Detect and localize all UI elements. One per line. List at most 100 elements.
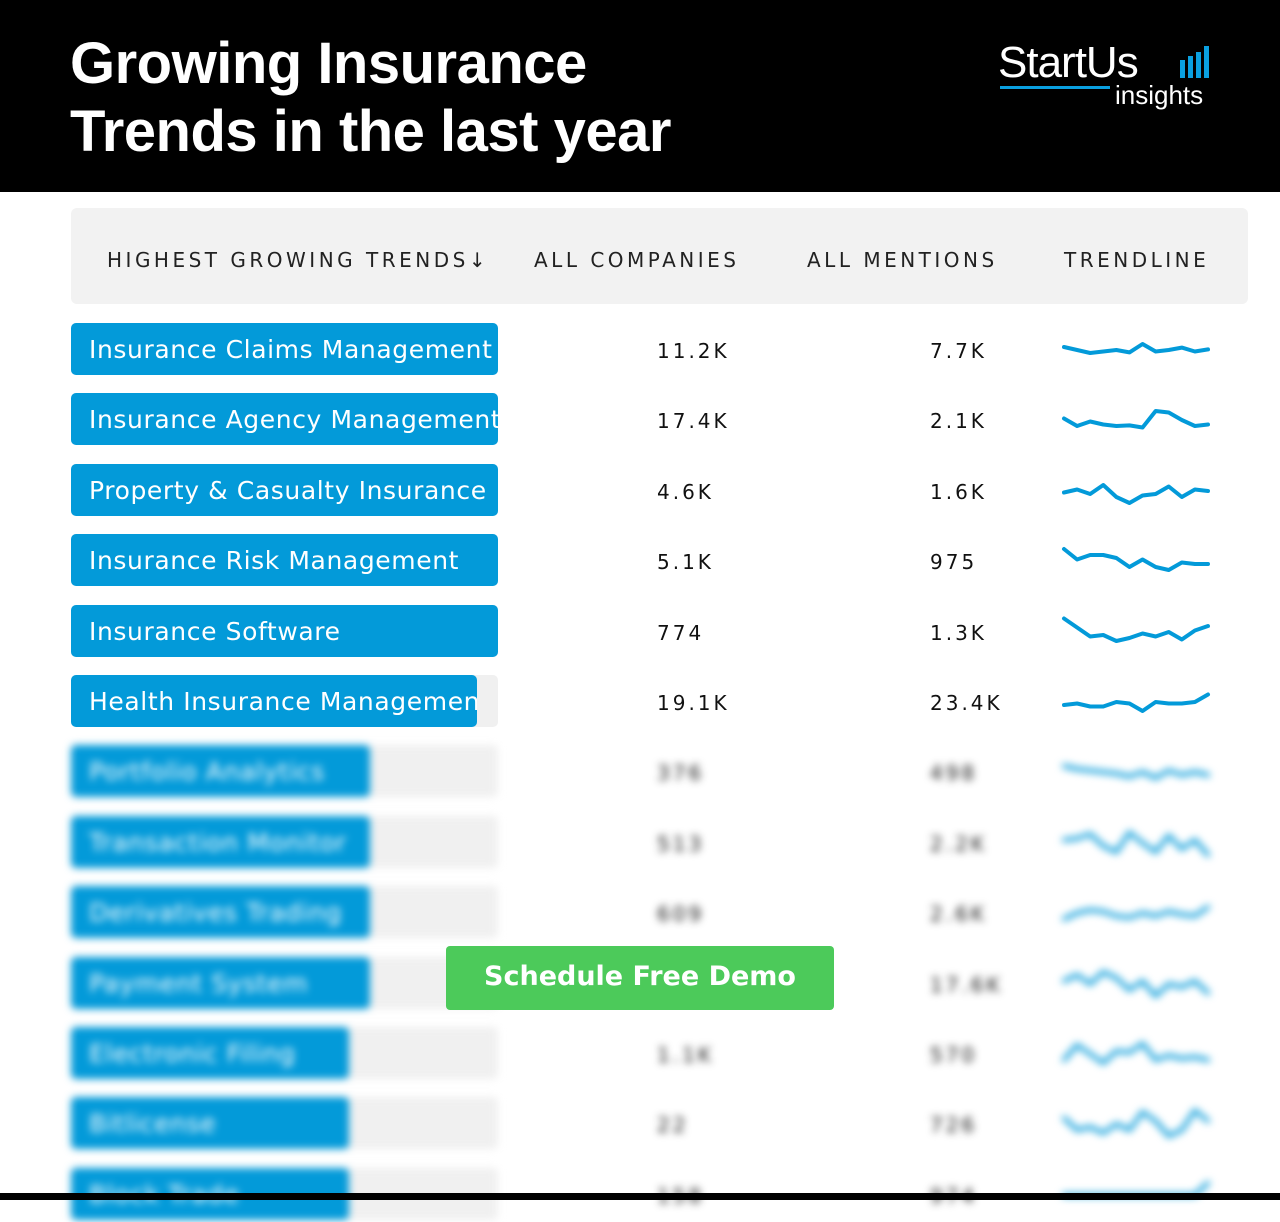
trendline-sparkline xyxy=(1062,830,1210,857)
trend-name-bar[interactable]: Portfolio Analytics xyxy=(71,745,370,798)
table-row[interactable]: Payment System 17.6K xyxy=(0,956,1280,1011)
table-row[interactable]: Electronic Filing 1.1K 570 xyxy=(0,1027,1280,1081)
trend-name-bar[interactable]: Payment System xyxy=(71,956,370,1009)
trendline-path xyxy=(1062,969,1210,998)
trendline-path xyxy=(1062,1041,1210,1065)
mentions-count: 2.2K xyxy=(930,831,987,856)
trend-name: Insurance Software xyxy=(89,616,341,646)
trend-name: Portfolio Analytics xyxy=(89,757,325,787)
logo-brand: StartUs xyxy=(998,38,1139,87)
table-row[interactable]: Transaction Monitor 513 2.2K xyxy=(0,815,1280,870)
trendline-sparkline xyxy=(1062,1041,1210,1065)
title-line-2: Trends in the last year xyxy=(70,99,671,164)
mentions-count: 570 xyxy=(930,1043,978,1067)
mentions-count: 1.3K xyxy=(930,620,987,645)
bar-chart-icon xyxy=(1180,46,1209,78)
trend-name-bar[interactable]: Derivatives Trading xyxy=(71,886,370,939)
companies-count: 4.6K xyxy=(657,479,714,504)
trendline-path xyxy=(1062,905,1210,922)
trend-name-bar[interactable]: Health Insurance Management xyxy=(71,675,477,727)
table-row[interactable]: Property & Casualty Insurance 4.6K 1.6K xyxy=(0,463,1280,518)
logo-underline xyxy=(1000,86,1110,89)
companies-count: 609 xyxy=(657,902,705,927)
column-header-trendline: TRENDLINE xyxy=(1064,248,1210,272)
trend-name-bar[interactable]: Bitlicense xyxy=(71,1097,349,1150)
trend-name: Payment System xyxy=(89,968,309,998)
trendline-sparkline xyxy=(1062,969,1210,998)
logo-sub: insights xyxy=(1115,80,1204,110)
table-row[interactable]: Bitlicense 22 726 xyxy=(0,1097,1280,1151)
trend-name: Insurance Claims Management xyxy=(89,335,493,364)
trendline-sparkline xyxy=(1062,409,1210,430)
trend-name-bar[interactable]: Electronic Filing xyxy=(71,1027,349,1079)
trendline-sparkline xyxy=(1062,482,1210,505)
table-row[interactable]: Insurance Software 774 1.3K xyxy=(0,604,1280,659)
companies-count: 376 xyxy=(657,761,705,786)
arrow-down-icon: ↓ xyxy=(468,248,486,272)
mentions-count: 1.6K xyxy=(930,479,987,504)
trend-name-bar[interactable]: Insurance Agency Management xyxy=(71,393,498,446)
companies-count: 513 xyxy=(657,831,705,856)
companies-count: 17.4K xyxy=(657,409,730,434)
trendline-path xyxy=(1062,547,1210,573)
startus-insights-logo: StartUs insights xyxy=(998,38,1213,115)
trendline-sparkline xyxy=(1062,692,1210,713)
title-line-1: Growing Insurance xyxy=(70,31,587,96)
trend-name-bar[interactable]: Insurance Risk Management xyxy=(71,534,498,587)
companies-count: 774 xyxy=(657,620,705,645)
table-row[interactable]: Derivatives Trading 609 2.6K xyxy=(0,886,1280,940)
trend-name-bar[interactable]: Insurance Claims Management xyxy=(71,323,498,375)
table-row[interactable]: Insurance Claims Management 11.2K 7.7K xyxy=(0,323,1280,377)
table-row[interactable]: Health Insurance Management 19.1K 23.4K xyxy=(0,675,1280,729)
trend-name: Derivatives Trading xyxy=(89,898,342,928)
trendline-sparkline xyxy=(1062,1108,1210,1139)
trendline-path xyxy=(1062,692,1210,713)
trendline-sparkline xyxy=(1062,547,1210,573)
column-header-mentions[interactable]: ALL MENTIONS xyxy=(807,248,998,272)
trendline-sparkline xyxy=(1062,764,1210,781)
mentions-count: 17.6K xyxy=(930,972,1003,997)
trendline-path xyxy=(1062,1108,1210,1139)
companies-count: 1.1K xyxy=(657,1043,714,1067)
companies-count: 5.1K xyxy=(657,550,714,575)
table-header: HIGHEST GROWING TRENDS↓ ALL COMPANIES AL… xyxy=(71,208,1248,304)
trend-name: Insurance Agency Management xyxy=(89,405,498,435)
trendline-path xyxy=(1062,764,1210,781)
trend-name: Transaction Monitor xyxy=(89,827,347,857)
page-title: Growing Insurance Trends in the last yea… xyxy=(70,30,671,166)
table-row[interactable]: Portfolio Analytics 376 498 xyxy=(0,745,1280,799)
trendline-path xyxy=(1062,482,1210,505)
mentions-count: 23.4K xyxy=(930,691,1003,715)
trend-name-bar[interactable]: Transaction Monitor xyxy=(71,815,370,868)
companies-count: 22 xyxy=(657,1113,689,1138)
companies-count: 19.1K xyxy=(657,691,730,715)
trend-name-bar[interactable]: Insurance Software xyxy=(71,604,498,657)
trendline-sparkline xyxy=(1062,342,1210,355)
schedule-demo-button[interactable]: Schedule Free Demo xyxy=(446,946,834,1010)
column-header-companies[interactable]: ALL COMPANIES xyxy=(534,248,740,272)
companies-count: 11.2K xyxy=(657,339,730,363)
mentions-count: 726 xyxy=(930,1113,978,1138)
trendline-sparkline xyxy=(1062,905,1210,922)
trendline-path xyxy=(1062,616,1210,643)
mentions-count: 975 xyxy=(930,550,978,575)
trend-name: Bitlicense xyxy=(89,1109,217,1139)
mentions-count: 498 xyxy=(930,761,978,786)
table-row[interactable]: Insurance Risk Management 5.1K 975 xyxy=(0,534,1280,588)
trend-name: Health Insurance Management xyxy=(89,687,477,716)
table-row[interactable]: Insurance Agency Management 17.4K 2.1K xyxy=(0,393,1280,447)
bottom-border xyxy=(0,1193,1280,1200)
trendline-path xyxy=(1062,830,1210,857)
mentions-count: 7.7K xyxy=(930,339,987,363)
header-banner: Growing Insurance Trends in the last yea… xyxy=(0,0,1280,192)
trend-name-bar[interactable]: Property & Casualty Insurance xyxy=(71,463,498,516)
column-header-trends[interactable]: HIGHEST GROWING TRENDS↓ xyxy=(107,248,486,272)
mentions-count: 2.6K xyxy=(930,902,987,927)
mentions-count: 2.1K xyxy=(930,409,987,434)
trendline-path xyxy=(1062,409,1210,430)
trendline-sparkline xyxy=(1062,616,1210,643)
trend-name: Electronic Filing xyxy=(89,1039,296,1068)
trend-name: Insurance Risk Management xyxy=(89,546,460,576)
trendline-path xyxy=(1062,342,1210,355)
trend-name: Property & Casualty Insurance xyxy=(89,475,487,505)
